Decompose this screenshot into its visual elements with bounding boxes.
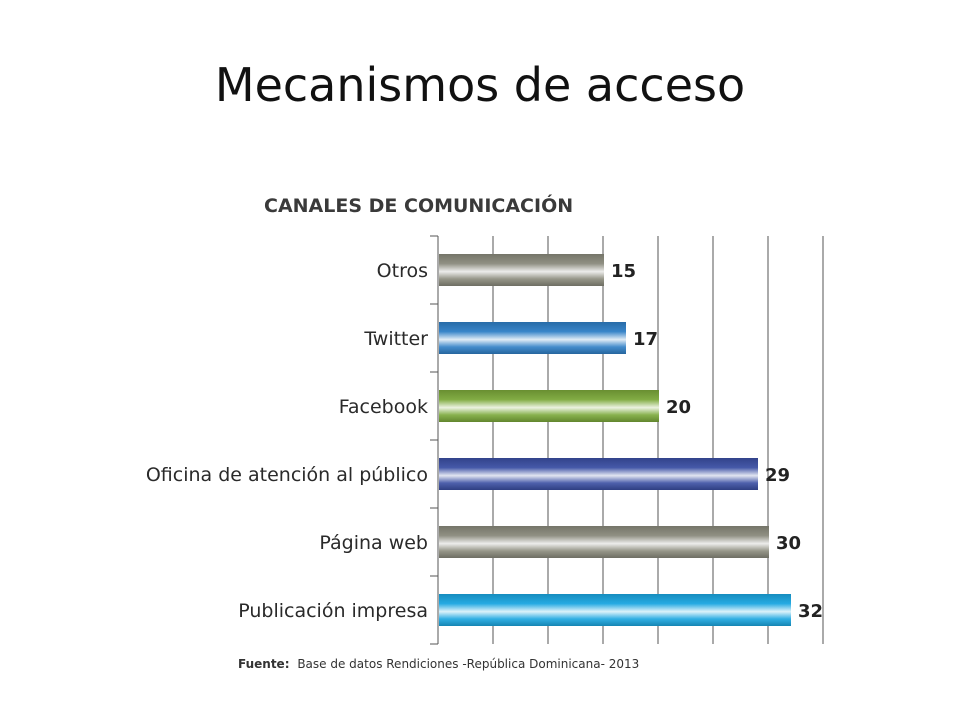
source-label: Fuente: bbox=[238, 657, 290, 671]
chart-source: Fuente: Base de datos Rendiciones -Repúb… bbox=[238, 657, 639, 671]
category-label: Twitter bbox=[363, 328, 428, 350]
category-labels: Otros Twitter Facebook Oficina de atención … bbox=[146, 260, 428, 622]
slide-title: Mecanismos de acceso bbox=[214, 58, 746, 112]
y-axis bbox=[430, 235, 439, 645]
chart-title: CANALES DE COMUNICACIÓN bbox=[264, 193, 573, 217]
bars bbox=[439, 254, 791, 626]
gridlines bbox=[492, 236, 824, 644]
category-label: Oficina de atención al público bbox=[146, 464, 428, 486]
value-labels: 15 17 20 29 30 32 bbox=[611, 261, 823, 622]
bar-6 bbox=[439, 594, 791, 626]
category-label: Publicación impresa bbox=[238, 600, 428, 622]
bar-1 bbox=[439, 254, 604, 286]
value-label: 30 bbox=[776, 533, 801, 554]
category-label: Página web bbox=[319, 532, 428, 554]
value-label: 29 bbox=[765, 465, 790, 486]
category-label: Facebook bbox=[339, 396, 428, 418]
value-label: 17 bbox=[633, 329, 658, 350]
bar-3 bbox=[439, 390, 659, 422]
bar-4 bbox=[439, 458, 758, 490]
value-label: 32 bbox=[798, 601, 823, 622]
source-text: Base de datos Rendiciones -República Dom… bbox=[297, 657, 639, 671]
bar-2 bbox=[439, 322, 626, 354]
bar-5 bbox=[439, 526, 769, 558]
category-label: Otros bbox=[377, 260, 428, 282]
value-label: 15 bbox=[611, 261, 636, 282]
value-label: 20 bbox=[666, 397, 691, 418]
